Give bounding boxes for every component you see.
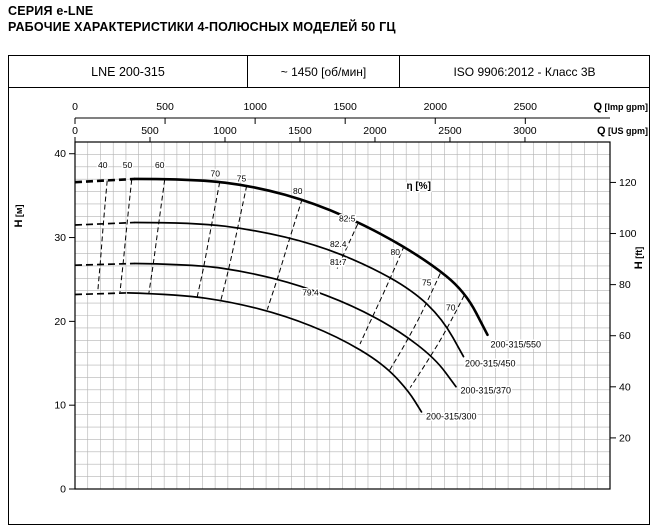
- svg-text:1500: 1500: [334, 101, 358, 113]
- svg-text:200-315/450: 200-315/450: [465, 359, 516, 369]
- svg-text:81.7: 81.7: [330, 257, 347, 267]
- svg-text:40: 40: [619, 381, 631, 393]
- x-axis-us: 0 500 1000 1500 2000 2500 3000 Q [US gpm]: [72, 125, 648, 142]
- svg-text:0: 0: [60, 484, 66, 496]
- svg-text:1000: 1000: [213, 125, 237, 137]
- svg-text:40: 40: [98, 160, 108, 170]
- svg-text:500: 500: [141, 125, 159, 137]
- plot-border: [74, 141, 611, 490]
- svg-text:200-315/300: 200-315/300: [426, 411, 477, 421]
- svg-text:Q [US gpm]: Q [US gpm]: [597, 125, 648, 137]
- page-title: СЕРИЯ e-LNE: [8, 4, 94, 18]
- svg-text:0: 0: [72, 101, 78, 113]
- performance-chart: 0 500 1000 1500 2000 2500 Q [Imp gpm]0 500 1000 1…: [13, 101, 648, 496]
- svg-text:2500: 2500: [438, 125, 462, 137]
- svg-text:79.4: 79.4: [302, 287, 319, 297]
- svg-text:0: 0: [72, 125, 78, 137]
- svg-text:10: 10: [54, 400, 66, 412]
- svg-text:200-315/550: 200-315/550: [490, 339, 541, 349]
- y-axis-ft: 20 40 60 80 100 120 H [ft]: [610, 177, 645, 444]
- svg-text:75: 75: [422, 277, 432, 287]
- x-axis-imp: 0 500 1000 1500 2000 2500 Q [Imp gpm]: [72, 101, 648, 124]
- chart-labels: 40 50 60 70 75 80 82.5 80 75 70 82.4 81.7 79.4 η [%] 2…: [97, 158, 543, 422]
- svg-text:75: 75: [237, 173, 247, 183]
- svg-text:500: 500: [156, 101, 174, 113]
- svg-text:60: 60: [619, 330, 631, 342]
- svg-text:2500: 2500: [514, 101, 538, 113]
- svg-text:70: 70: [446, 302, 456, 312]
- svg-text:H [м]: H [м]: [13, 204, 25, 227]
- svg-text:100: 100: [619, 228, 637, 240]
- svg-text:60: 60: [155, 160, 165, 170]
- svg-text:70: 70: [211, 168, 221, 178]
- header-table: LNE 200-315 ~ 1450 [об/мин] ISO 9906:201…: [9, 56, 649, 88]
- svg-text:30: 30: [54, 232, 66, 244]
- pump-model: LNE 200-315: [9, 56, 248, 87]
- efficiency-contours: [97, 179, 465, 388]
- page-subtitle: РАБОЧИЕ ХАРАКТЕРИСТИКИ 4-ПОЛЮСНЫХ МОДЕЛЕ…: [8, 20, 396, 34]
- chart-frame: LNE 200-315 ~ 1450 [об/мин] ISO 9906:201…: [8, 55, 650, 525]
- page-titles: СЕРИЯ e-LNE РАБОЧИЕ ХАРАКТЕРИСТИКИ 4-ПОЛ…: [8, 3, 396, 35]
- svg-text:1000: 1000: [243, 101, 267, 113]
- svg-text:1500: 1500: [288, 125, 312, 137]
- svg-text:82.5: 82.5: [339, 214, 356, 224]
- pump-standard: ISO 9906:2012 - Класс 3В: [453, 64, 596, 79]
- svg-text:80: 80: [293, 186, 303, 196]
- svg-text:2000: 2000: [424, 101, 448, 113]
- svg-text:80: 80: [390, 247, 400, 257]
- svg-text:η [%]: η [%]: [406, 181, 430, 192]
- svg-text:H [ft]: H [ft]: [633, 247, 645, 269]
- pump-speed: ~ 1450 [об/мин]: [248, 56, 400, 87]
- svg-text:3000: 3000: [513, 125, 537, 137]
- y-axis-m: 0 10 20 30 40 H [м]: [13, 148, 75, 496]
- svg-text:82.4: 82.4: [330, 239, 347, 249]
- svg-text:50: 50: [123, 160, 133, 170]
- svg-text:Q [Imp gpm]: Q [Imp gpm]: [593, 101, 648, 113]
- svg-text:2000: 2000: [363, 125, 387, 137]
- svg-text:120: 120: [619, 177, 637, 189]
- svg-text:40: 40: [54, 148, 66, 160]
- svg-text:20: 20: [54, 316, 66, 328]
- plot-grid: [75, 142, 610, 489]
- head-curves: [74, 177, 489, 413]
- svg-text:200-315/370: 200-315/370: [460, 385, 511, 395]
- svg-text:80: 80: [619, 279, 631, 291]
- svg-text:20: 20: [619, 432, 631, 444]
